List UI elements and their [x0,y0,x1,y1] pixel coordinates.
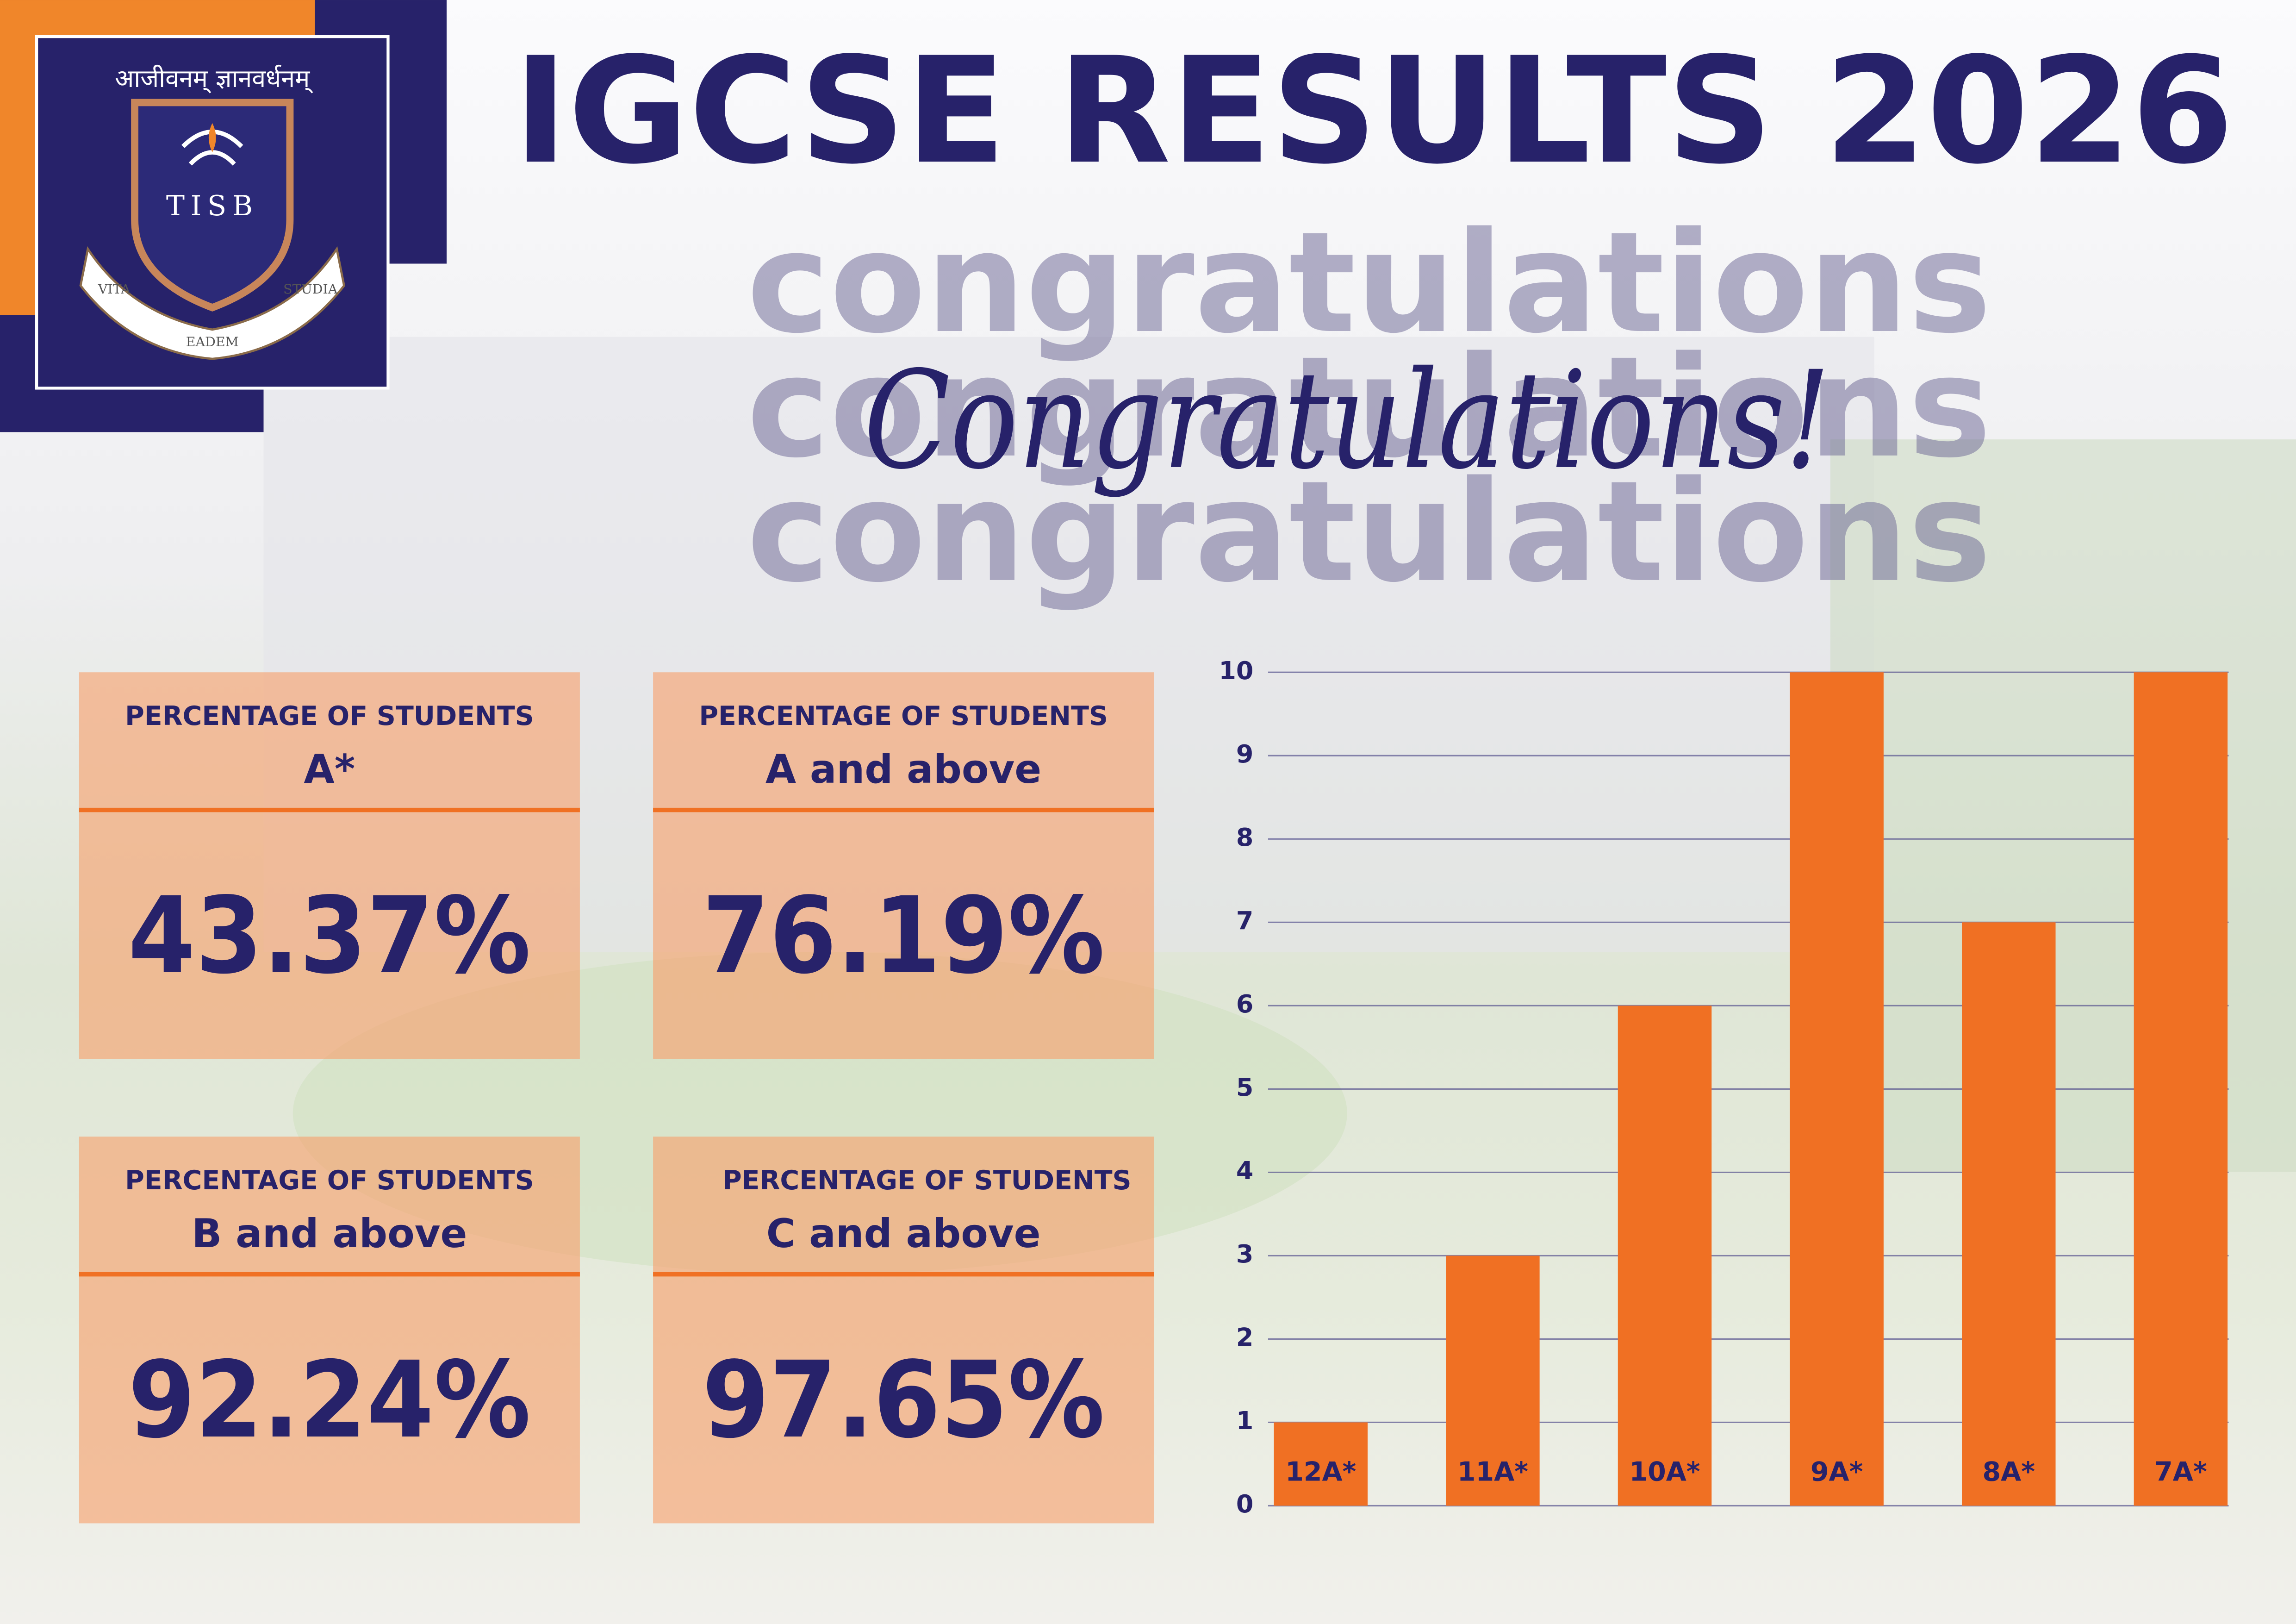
logo-scroll-text: VITA [98,281,131,297]
greeting: Congratulations! [864,342,1830,499]
y-tick-label: 9 [1236,739,1253,768]
bar [1962,922,2056,1506]
stat-card-bg [653,1137,1154,1524]
stat-grade: A* [304,747,355,793]
logo-scroll-text: EADEM [186,334,239,350]
chart: 0 1 2 3 4 5 6 7 8 9 10 12A* 11A* 10A* 9A* 8A* 7A* [1219,656,2229,1518]
stat-value: 97.65% [702,1339,1105,1462]
y-tick-label: 7 [1236,906,1253,935]
stat-card: PERCENTAGE OF STUDENTS C and above 97.65% [653,1137,1154,1524]
bar [2134,672,2228,1506]
title: IGCSE RESULTS 2026 [513,25,2234,196]
logo-flame [208,123,216,153]
watermark: congratulations [747,202,1991,364]
y-tick-label: 5 [1236,1073,1253,1102]
x-tick-label: 10A* [1629,1457,1700,1487]
stat-grade: A and above [765,747,1041,793]
x-tick-label: 12A* [1285,1457,1356,1487]
stat-grade: C and above [766,1211,1041,1257]
stat-label: PERCENTAGE OF STUDENTS [722,1165,1132,1196]
bar [1446,1255,1540,1506]
stat-card: PERCENTAGE OF STUDENTS A* 43.37% [79,672,580,1059]
logo-scroll [79,246,346,360]
stat-card-bg [79,672,580,1059]
y-tick-label: 8 [1236,823,1253,852]
stat-value: 92.24% [128,1339,531,1462]
stat-label: PERCENTAGE OF STUDENTS [125,701,534,731]
y-tick-label: 6 [1236,989,1253,1018]
y-tick-label: 0 [1236,1489,1253,1518]
logo-scroll-text: STUDIA [283,281,338,297]
stat-label: PERCENTAGE OF STUDENTS [699,701,1108,731]
logo-motto: आजीवनम् ज्ञानवर्धनम् [115,64,313,94]
x-tick-label: 11A* [1457,1457,1528,1487]
stats: PERCENTAGE OF STUDENTSA*43.37%PERCENTAGE… [79,672,1154,1524]
stat-card: PERCENTAGE OF STUDENTS A and above 76.19% [653,672,1154,1059]
stat-value: 76.19% [702,874,1105,997]
logo: आजीवनम् ज्ञानवर्धनम् TISB VITA EADEM STU… [0,0,447,432]
stat-card-bg [79,1137,580,1524]
stat-card: PERCENTAGE OF STUDENTS B and above 92.24% [79,1137,580,1524]
x-tick-label: 9A* [1811,1457,1863,1487]
stat-value: 43.37% [128,874,531,997]
bar [1790,672,1884,1506]
y-tick-label: 1 [1236,1406,1253,1435]
logo-initials: TISB [166,190,259,222]
x-tick-label: 8A* [1983,1457,2035,1487]
logo-shield [131,99,294,312]
y-tick-label: 10 [1219,656,1253,685]
y-tick-label: 4 [1236,1156,1253,1185]
bar [1618,1006,1712,1506]
y-tick-label: 2 [1236,1323,1253,1352]
y-tick-label: 3 [1236,1239,1253,1268]
stat-grade: B and above [192,1211,467,1257]
x-tick-label: 7A* [2154,1457,2207,1487]
watermark-group: congratulations congratulations congratu… [747,202,1991,613]
watermark: congratulations [747,326,1991,488]
watermark: congratulations [747,451,1991,613]
stat-card-bg [653,672,1154,1059]
stat-label: PERCENTAGE OF STUDENTS [125,1165,534,1196]
bar [1274,1422,1368,1506]
